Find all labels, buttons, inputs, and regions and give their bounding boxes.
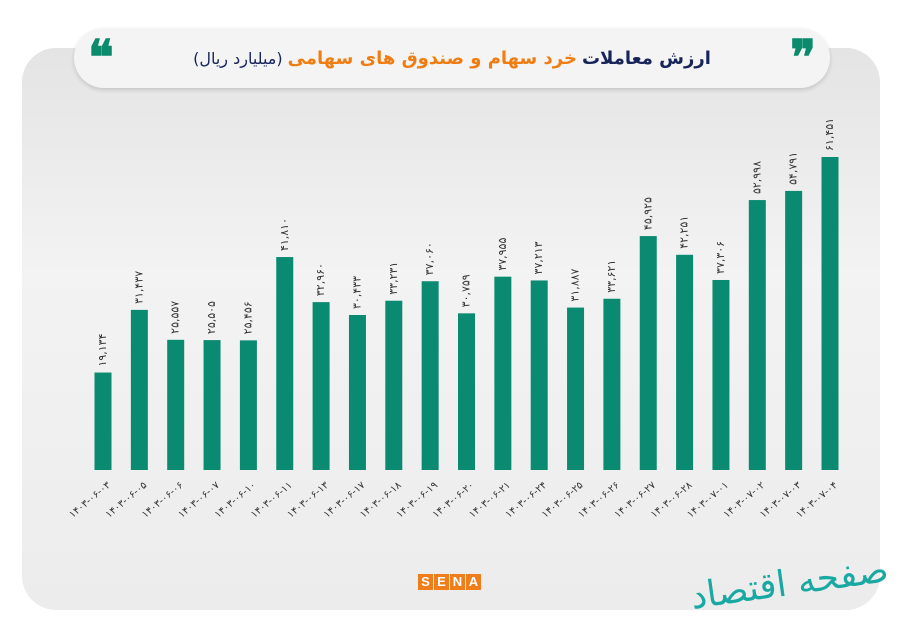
- quote-close-icon: ❝: [88, 30, 114, 86]
- value-label: ۵۴,۷۹۱: [787, 152, 800, 185]
- value-label: ۱۹,۱۳۴: [96, 333, 109, 366]
- bar: [203, 340, 221, 470]
- value-label: ۲۵,۵۰۵: [205, 301, 218, 334]
- title-unit: (میلیارد ریال): [193, 48, 283, 68]
- bar: [567, 307, 585, 470]
- value-label: ۲۵,۴۵۶: [241, 301, 254, 334]
- value-label: ۳۳,۶۲۱: [605, 260, 618, 293]
- bar: [312, 302, 330, 470]
- value-label: ۳۰,۴۳۳: [350, 276, 363, 309]
- value-label: ۳۱,۸۸۷: [569, 268, 582, 301]
- bar: [421, 281, 439, 470]
- bar: [748, 200, 766, 470]
- bar: [785, 190, 803, 470]
- bar: [458, 313, 475, 470]
- bar: [821, 157, 839, 470]
- chart-header: ❞ ارزش معاملات خرد سهام و صندوق های سهام…: [74, 28, 830, 88]
- value-label: ۳۷,۹۵۵: [496, 238, 509, 271]
- value-label: ۳۱,۴۳۷: [132, 271, 145, 304]
- title-part2: خرد سهام و صندوق های سهامی: [287, 47, 577, 69]
- value-label: ۳۷,۰۶۰: [423, 242, 436, 275]
- bar: [712, 279, 730, 470]
- bar: [494, 276, 512, 470]
- title-part1: ارزش معاملات: [581, 47, 711, 69]
- bar: [348, 314, 366, 470]
- value-label: ۴۱,۸۱۰: [278, 218, 291, 251]
- value-label: ۴۲,۲۵۱: [678, 216, 691, 249]
- bar: [603, 298, 621, 470]
- value-label: ۳۲,۹۶۰: [314, 263, 327, 296]
- bar: [239, 340, 257, 470]
- value-label: ۴۵,۹۲۵: [641, 197, 654, 230]
- value-label: ۶۱,۴۵۱: [823, 118, 836, 151]
- bar: [130, 309, 148, 470]
- value-label: ۳۰,۷۵۹: [460, 274, 473, 307]
- quote-open-icon: ❞: [790, 30, 816, 86]
- value-label: ۳۳,۲۳۱: [387, 262, 400, 295]
- value-label: ۳۷,۲۱۳: [532, 241, 545, 274]
- bar: [167, 339, 185, 470]
- value-label: ۵۲,۹۹۸: [750, 161, 763, 194]
- bar: [385, 300, 403, 470]
- bar: [530, 280, 548, 470]
- bar: [276, 257, 294, 470]
- value-label: ۲۵,۵۵۷: [169, 301, 182, 334]
- value-label: ۳۷,۳۰۶: [714, 241, 727, 274]
- chart-card: [22, 48, 880, 610]
- bar: [676, 254, 694, 470]
- title-wrap: ارزش معاملات خرد سهام و صندوق های سهامی …: [193, 48, 711, 69]
- bar: [639, 236, 657, 470]
- bar: [94, 372, 112, 470]
